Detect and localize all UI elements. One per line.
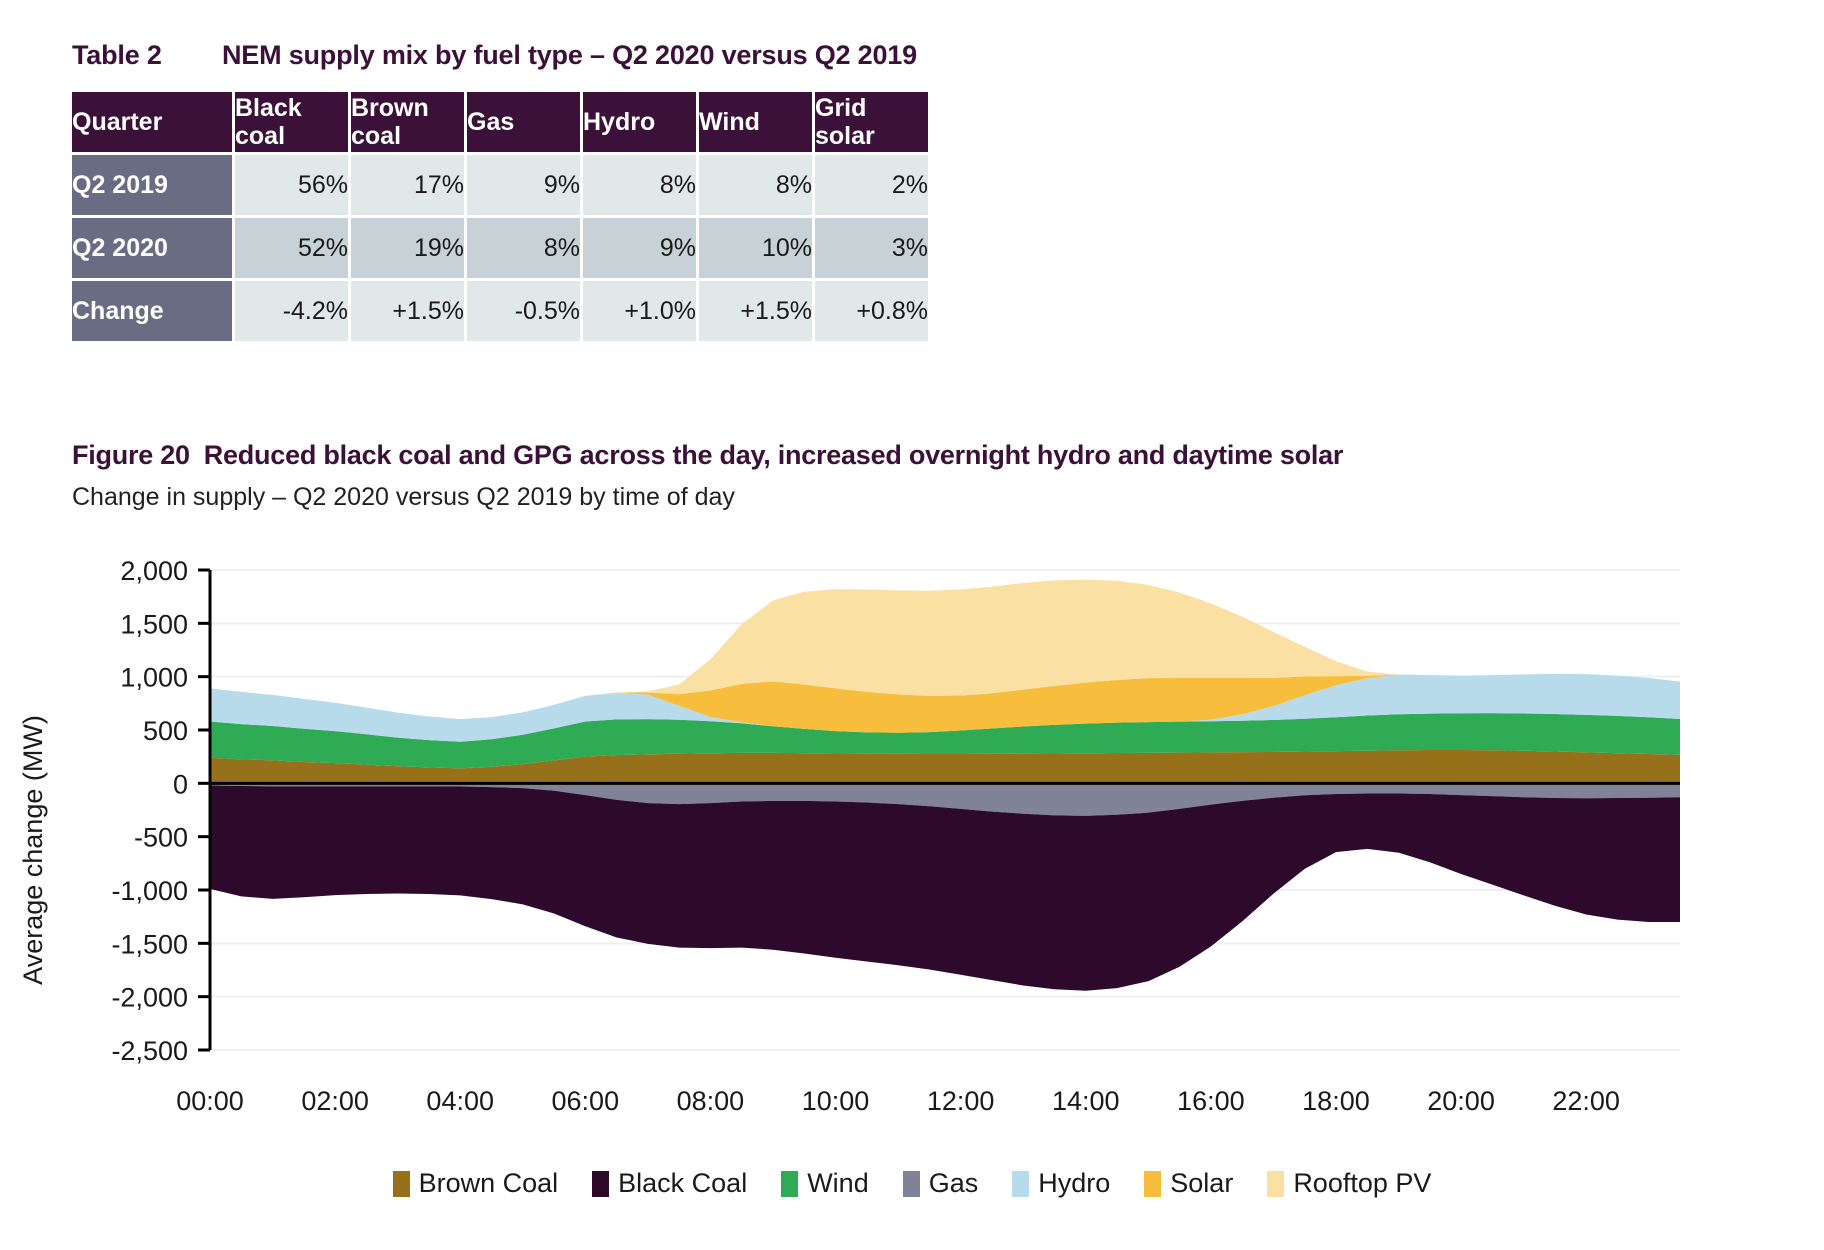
figure-title-text: Reduced black coal and GPG across the da…: [203, 440, 1344, 470]
y-tick-label: -1,000: [111, 876, 188, 906]
legend-item-black-coal[interactable]: Black Coal: [592, 1168, 747, 1199]
y-tick-label: 0: [173, 769, 188, 799]
cell-q2-2019-grid-solar: 2%: [815, 155, 928, 215]
area-rooftop-pv: [210, 579, 1680, 720]
x-tick-label: 20:00: [1427, 1086, 1495, 1116]
legend-item-hydro[interactable]: Hydro: [1012, 1168, 1110, 1199]
x-tick-label: 00:00: [176, 1086, 244, 1116]
legend-item-wind[interactable]: Wind: [781, 1168, 869, 1199]
legend-swatch-icon: [392, 1170, 410, 1197]
chart-series-areas: [210, 579, 1680, 991]
legend-swatch-icon: [1267, 1170, 1285, 1197]
area-hydro: [210, 673, 1680, 742]
column-header-gas: Gas: [467, 92, 580, 152]
figure-title: Figure 20 Reduced black coal and GPG acro…: [72, 440, 1772, 471]
legend-label: Wind: [807, 1168, 869, 1198]
legend-swatch-icon: [1012, 1170, 1030, 1197]
table-section: Table 2 NEM supply mix by fuel type – Q2 …: [72, 40, 1072, 344]
cell-change-grid-solar: +0.8%: [815, 281, 928, 341]
legend-swatch-icon: [902, 1170, 920, 1197]
table-header-row: Quarter Black coal Brown coal Gas Hydro …: [72, 92, 928, 152]
table-row: Q2 2020 52% 19% 8% 9% 10% 3%: [72, 218, 928, 278]
cell-change-brown-coal: +1.5%: [351, 281, 464, 341]
chart-axes: [208, 570, 1680, 1050]
figure-label: Figure 20: [72, 440, 190, 470]
y-tick-label: 1,000: [120, 663, 188, 693]
table-row: Q2 2019 56% 17% 9% 8% 8% 2%: [72, 155, 928, 215]
area-solar: [210, 673, 1680, 733]
cell-q2-2020-grid-solar: 3%: [815, 218, 928, 278]
y-tick-label: -500: [134, 823, 188, 853]
legend-label: Rooftop PV: [1293, 1168, 1432, 1198]
legend-item-brown-coal[interactable]: Brown Coal: [392, 1168, 559, 1199]
cell-q2-2019-black-coal: 56%: [235, 155, 348, 215]
chart-legend: Brown Coal Black Coal Wind Gas Hydro Solar Roo…: [0, 1168, 1824, 1199]
cell-q2-2020-black-coal: 52%: [235, 218, 348, 278]
x-tick-label: 16:00: [1177, 1086, 1245, 1116]
legend-swatch-icon: [1144, 1170, 1162, 1197]
column-header-brown-coal: Brown coal: [351, 92, 464, 152]
x-tick-label: 02:00: [301, 1086, 369, 1116]
cell-change-black-coal: -4.2%: [235, 281, 348, 341]
legend-item-gas[interactable]: Gas: [902, 1168, 979, 1199]
legend-swatch-icon: [781, 1170, 799, 1197]
legend-item-solar[interactable]: Solar: [1144, 1168, 1233, 1199]
area-black-coal: [210, 785, 1680, 991]
cell-change-wind: +1.5%: [699, 281, 812, 341]
y-tick-label: 500: [143, 716, 188, 746]
area-gas: [210, 783, 1680, 816]
table-row: Change -4.2% +1.5% -0.5% +1.0% +1.5% +0.…: [72, 281, 928, 341]
chart-x-ticks: 00:00 02:00 04:00 06:00 08:00 10:00 12:00 14:00…: [176, 1086, 1620, 1116]
y-tick-label: 2,000: [120, 556, 188, 586]
x-tick-label: 22:00: [1552, 1086, 1620, 1116]
legend-swatch-icon: [592, 1170, 610, 1197]
cell-q2-2019-gas: 9%: [467, 155, 580, 215]
table-caption-label: Table 2: [72, 40, 162, 70]
y-tick-label: -2,500: [111, 1036, 188, 1066]
supply-mix-table: Quarter Black coal Brown coal Gas Hydro …: [69, 89, 931, 344]
cell-q2-2019-wind: 8%: [699, 155, 812, 215]
y-tick-label: -2,000: [111, 983, 188, 1013]
chart-y-ticks: 2,000 1,500 1,000 500 0 -500 -1,000 -1,500 -2,00…: [111, 556, 210, 1066]
row-header-change: Change: [72, 281, 232, 341]
column-header-hydro: Hydro: [583, 92, 696, 152]
column-header-wind: Wind: [699, 92, 812, 152]
row-header-q2-2019: Q2 2019: [72, 155, 232, 215]
legend-label: Solar: [1170, 1168, 1234, 1198]
cell-q2-2020-brown-coal: 19%: [351, 218, 464, 278]
cell-q2-2019-hydro: 8%: [583, 155, 696, 215]
table-caption: Table 2 NEM supply mix by fuel type – Q2 …: [72, 40, 1072, 71]
y-tick-label: 1,500: [120, 609, 188, 639]
table-caption-text: NEM supply mix by fuel type – Q2 2020 ve…: [222, 40, 917, 70]
cell-q2-2020-gas: 8%: [467, 218, 580, 278]
y-axis-label: Average change (MW): [18, 715, 48, 985]
figure-section: Figure 20 Reduced black coal and GPG acro…: [72, 440, 1772, 512]
y-tick-label: -1,500: [111, 929, 188, 959]
legend-label: Black Coal: [618, 1168, 748, 1198]
figure-subtitle: Change in supply – Q2 2020 versus Q2 201…: [72, 483, 735, 511]
cell-q2-2019-brown-coal: 17%: [351, 155, 464, 215]
legend-label: Brown Coal: [418, 1168, 559, 1198]
legend-label: Gas: [928, 1168, 979, 1198]
area-wind: [210, 713, 1680, 769]
x-tick-label: 04:00: [426, 1086, 494, 1116]
column-header-black-coal: Black coal: [235, 92, 348, 152]
column-header-grid-solar: Grid solar: [815, 92, 928, 152]
cell-change-hydro: +1.0%: [583, 281, 696, 341]
cell-q2-2020-hydro: 9%: [583, 218, 696, 278]
area-brown-coal: [210, 750, 1680, 784]
chart-plot: 2,000 1,500 1,000 500 0 -500 -1,000 -1,500 -2,00…: [0, 550, 1760, 1250]
x-tick-label: 10:00: [802, 1086, 870, 1116]
x-tick-label: 08:00: [677, 1086, 745, 1116]
x-tick-label: 14:00: [1052, 1086, 1120, 1116]
cell-q2-2020-wind: 10%: [699, 218, 812, 278]
legend-item-rooftop-pv[interactable]: Rooftop PV: [1267, 1168, 1431, 1199]
legend-label: Hydro: [1038, 1168, 1111, 1198]
x-tick-label: 18:00: [1302, 1086, 1370, 1116]
column-header-quarter: Quarter: [72, 92, 232, 152]
cell-change-gas: -0.5%: [467, 281, 580, 341]
x-tick-label: 06:00: [552, 1086, 620, 1116]
x-tick-label: 12:00: [927, 1086, 995, 1116]
row-header-q2-2020: Q2 2020: [72, 218, 232, 278]
